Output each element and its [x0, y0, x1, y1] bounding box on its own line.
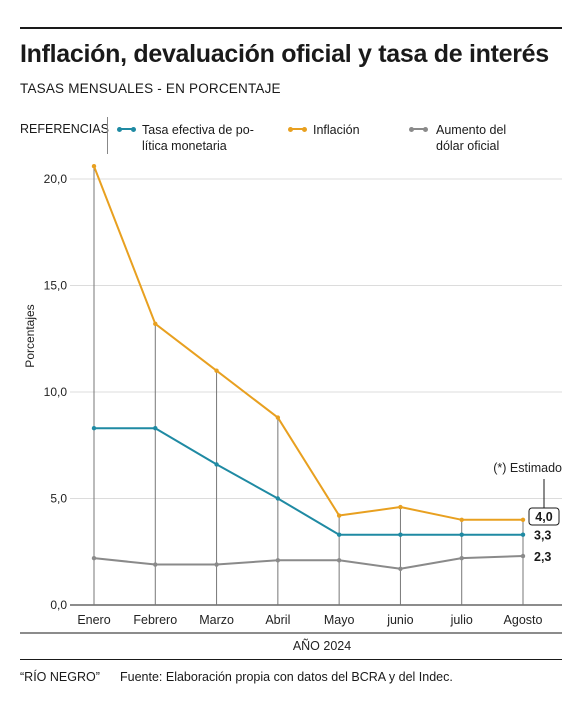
- data-point: [336, 558, 342, 563]
- x-tick-label: Enero: [77, 613, 110, 627]
- footer-brand: “RÍO NEGRO”: [20, 670, 100, 684]
- y-tick-label: 5,0: [50, 492, 67, 506]
- x-tick-label: junio: [386, 613, 413, 627]
- data-point: [214, 562, 219, 567]
- estimate-box: [528, 507, 560, 526]
- data-point: [459, 532, 464, 537]
- legend-item-inflation: Inflación: [313, 122, 360, 138]
- y-tick-label: 10,0: [44, 385, 68, 399]
- y-axis-label: Porcentajes: [23, 304, 37, 367]
- series-line-2: [93, 555, 524, 570]
- end-label-policy-rate: 3,3: [534, 529, 551, 543]
- x-tick-label: Mayo: [324, 613, 355, 627]
- top-rule: [20, 27, 562, 29]
- data-point: [398, 504, 403, 510]
- data-point: [398, 532, 403, 537]
- legend-label-line1: Aumento del: [436, 123, 507, 137]
- chart-subtitle: TASAS MENSUALES - EN PORCENTAJE: [20, 81, 281, 96]
- series-line-1: [93, 165, 523, 521]
- x-tick-label: Marzo: [199, 613, 234, 627]
- x-tick-label: Febrero: [133, 613, 177, 627]
- data-point: [459, 555, 464, 561]
- legend-item-dollar: Aumento del dólar oficial: [436, 122, 506, 154]
- legend-label-line1: Tasa efectiva de po-: [142, 123, 254, 137]
- data-point: [520, 532, 526, 537]
- x-axis-label: AÑO 2024: [293, 639, 351, 653]
- footer-rule: [20, 659, 562, 660]
- legend-item-policy-rate: Tasa efectiva de po- lítica monetaria: [142, 122, 254, 154]
- footer-source: Fuente: Elaboración propia con datos del…: [120, 670, 453, 684]
- end-label-dollar: 2,3: [534, 550, 551, 564]
- legend-label-line2: dólar oficial: [436, 139, 500, 153]
- chart-title: Inflación, devaluación oficial y tasa de…: [20, 40, 549, 68]
- data-point: [214, 462, 219, 467]
- legend-swatch-dollar: [409, 126, 428, 132]
- x-tick-label: Abril: [265, 613, 290, 627]
- data-point: [520, 517, 526, 522]
- series-line-0: [94, 427, 523, 536]
- data-point: [214, 368, 219, 373]
- x-tick-label: julio: [450, 613, 473, 627]
- y-tick-label: 15,0: [44, 279, 68, 293]
- data-point: [153, 426, 158, 431]
- data-point: [153, 562, 158, 567]
- legend-swatch-inflation: [288, 126, 307, 132]
- legend-divider: [107, 117, 108, 154]
- data-point: [275, 415, 281, 420]
- data-point: [91, 426, 97, 431]
- x-tick-label: Agosto: [504, 613, 543, 627]
- legend-label-line1: Inflación: [313, 123, 360, 137]
- data-point: [275, 496, 281, 501]
- estimate-note: (*) Estimado: [493, 461, 562, 475]
- y-tick-label: 20,0: [44, 172, 68, 186]
- data-point: [520, 553, 526, 559]
- data-point: [459, 517, 464, 522]
- data-point: [91, 164, 97, 169]
- legend-swatch-policy-rate: [117, 126, 136, 132]
- line-chart: 0,0 5,0 10,0 15,0 20,0 Enero Febrero Marzo Abril…: [20, 164, 562, 653]
- end-label-inflation: 4,0: [535, 510, 552, 524]
- data-point: [275, 558, 281, 563]
- data-point: [91, 555, 97, 561]
- data-point: [336, 513, 342, 518]
- data-point: [153, 321, 158, 327]
- y-tick-label: 0,0: [50, 598, 67, 612]
- data-point: [336, 532, 342, 537]
- data-point: [398, 566, 403, 571]
- legend-title: REFERENCIAS: [20, 122, 109, 136]
- legend-label-line2: lítica monetaria: [142, 139, 227, 153]
